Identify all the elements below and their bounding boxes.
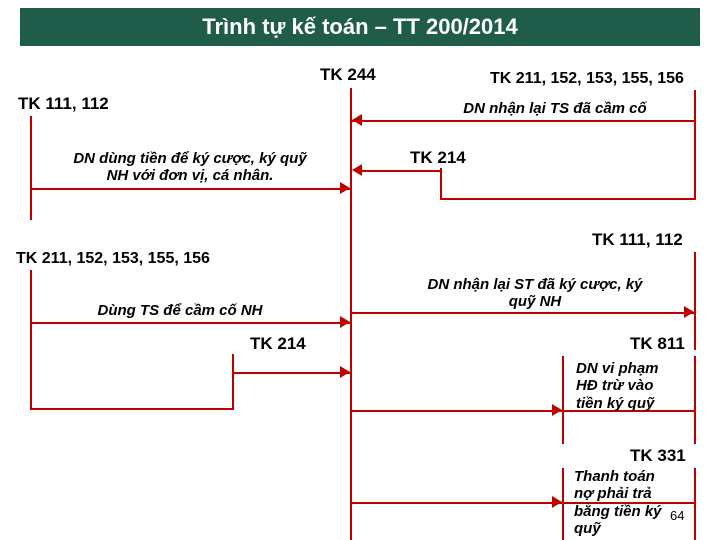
- hline-tk331-in: [352, 502, 562, 504]
- arrow-tk214-a: [352, 164, 362, 176]
- label-tk331: TK 331: [630, 446, 686, 466]
- note-4-text: DN nhận lại ST đã ký cược, ký quỹ NH: [427, 276, 642, 310]
- title-bar: Trình tự kế toán – TT 200/2014: [20, 8, 700, 46]
- arrow-n3: [340, 316, 350, 328]
- label-tk111-b: TK 111, 112: [592, 230, 683, 250]
- note-1: DN dùng tiền để ký cược, ký quỹ NH với đ…: [60, 150, 320, 185]
- label-tk211-a: TK 211, 152, 153, 155, 156: [490, 70, 684, 88]
- hline-n1: [30, 188, 350, 190]
- label-tk214-b: TK 214: [250, 334, 306, 354]
- hline-tk214-b: [30, 408, 232, 410]
- vline-tk331-l: [562, 468, 564, 540]
- hline-n2: [352, 120, 694, 122]
- vline-tk111-a: [30, 116, 32, 220]
- arrow-n4: [684, 306, 694, 318]
- vline-tk111-b: [694, 252, 696, 350]
- hline-tk214-a: [440, 198, 694, 200]
- label-tk214-a: TK 214: [410, 148, 466, 168]
- vline-tk811-l: [562, 356, 564, 444]
- arrow-tk811: [552, 404, 562, 416]
- hline-tk214-b2: [232, 372, 350, 374]
- note-6-text: Thanh toán nợ phải trả bằng tiền ký quỹ: [574, 468, 662, 537]
- note-5-text: DN vi phạm HĐ trừ vào tiền ký quỹ: [576, 360, 659, 412]
- page-number: 64: [670, 508, 684, 523]
- note-2: DN nhận lại TS đã cầm cố: [430, 100, 680, 117]
- vline-tk811-r: [694, 356, 696, 444]
- hline-n4: [352, 312, 694, 314]
- vline-tk244: [350, 88, 352, 540]
- note-5: DN vi phạm HĐ trừ vào tiền ký quỹ: [576, 360, 686, 412]
- vline-tk214-b: [232, 354, 234, 410]
- arrow-tk214-b: [340, 366, 350, 378]
- vline-tk211-b: [30, 270, 32, 410]
- label-tk811: TK 811: [630, 334, 685, 354]
- note-1-line0: DN dùng tiền để ký cược, ký quỹ NH với đ…: [73, 150, 306, 184]
- arrow-n2: [352, 114, 362, 126]
- note-4: DN nhận lại ST đã ký cược, ký quỹ NH: [390, 276, 680, 311]
- arrow-tk331: [552, 496, 562, 508]
- note-3: Dùng TS để cầm cố NH: [70, 302, 290, 319]
- hline-tk214-a2: [362, 170, 440, 172]
- note-6: Thanh toán nợ phải trả bằng tiền ký quỹ: [574, 468, 690, 537]
- label-tk244: TK 244: [320, 65, 376, 85]
- hline-tk811-in: [352, 410, 562, 412]
- hline-n3: [30, 322, 350, 324]
- vline-tk331-r: [694, 468, 696, 540]
- vline-tk211-a: [694, 90, 696, 200]
- label-tk111-a: TK 111, 112: [18, 94, 109, 114]
- page-title: Trình tự kế toán – TT 200/2014: [202, 14, 518, 40]
- vline-tk214-a: [440, 168, 442, 200]
- label-tk211-b: TK 211, 152, 153, 155, 156: [16, 250, 210, 268]
- arrow-n1: [340, 182, 350, 194]
